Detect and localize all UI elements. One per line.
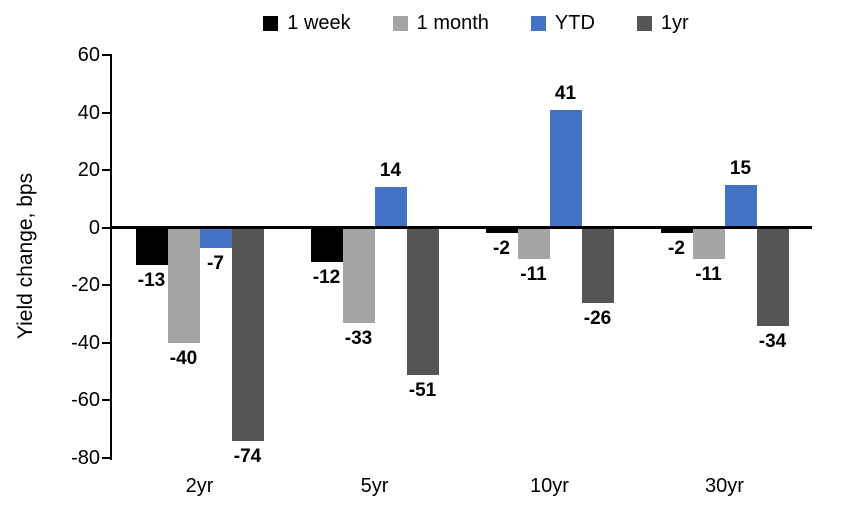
y-axis-tick (102, 226, 112, 229)
bar-value-label: -33 (344, 327, 373, 349)
bar-1yr-5yr (406, 227, 439, 375)
x-axis-category-label: 5yr (360, 475, 389, 497)
bar-value-label: -51 (408, 379, 437, 401)
bar-YTD-5yr (374, 187, 407, 228)
legend-label: 1 week (287, 12, 351, 34)
bar-value-label: 14 (379, 160, 402, 182)
bar-1-month-10yr (517, 227, 550, 260)
legend-swatch-icon (636, 15, 652, 31)
legend-label: 1yr (660, 12, 689, 34)
bar-1yr-10yr (581, 227, 614, 303)
y-axis-tick-label: -40 (71, 331, 100, 354)
bar-value-label: -2 (493, 238, 510, 260)
y-axis-tick (102, 284, 112, 287)
y-axis-tick (102, 399, 112, 402)
bar-value-label: -13 (137, 270, 166, 292)
legend-swatch-icon (263, 15, 279, 31)
bar-value-label: -7 (207, 252, 224, 274)
bar-value-label: -34 (758, 330, 787, 352)
bar-value-label: 41 (554, 82, 577, 104)
bar-1-month-30yr (692, 227, 725, 260)
y-axis-tick-label: 40 (77, 101, 100, 124)
y-axis-tick-label: 0 (88, 216, 100, 239)
bar-1-month-5yr (342, 227, 375, 323)
bar-1yr-2yr (231, 227, 264, 441)
legend-swatch-icon (530, 15, 546, 31)
legend-item-1yr: 1yr (636, 10, 689, 36)
y-axis-tick-label: -20 (71, 274, 100, 297)
legend-swatch-icon (392, 15, 408, 31)
y-axis-tick-label: -80 (71, 447, 100, 469)
x-axis-category-label: 2yr (185, 475, 214, 497)
bar-value-label: -11 (695, 264, 722, 286)
chart-legend: 1 week 1 month YTD 1yr (100, 10, 852, 36)
y-axis-tick (102, 457, 112, 459)
y-axis-line (110, 55, 112, 460)
legend-item-1-week: 1 week (263, 10, 351, 36)
bar-value-label: -74 (233, 445, 262, 467)
legend-item-YTD: YTD (530, 10, 595, 36)
bar-1-week-2yr (135, 227, 168, 266)
bar-YTD-2yr (199, 227, 232, 248)
legend-label: YTD (554, 12, 595, 34)
x-axis-category-label: 30yr (705, 475, 744, 497)
y-axis-tick (102, 54, 112, 56)
bar-1-week-30yr (660, 227, 693, 234)
zero-baseline (110, 226, 812, 230)
bar-value-label: -26 (583, 307, 612, 329)
x-axis-category-label: 10yr (530, 475, 569, 497)
bar-value-label: 15 (729, 157, 752, 179)
bar-1-week-10yr (485, 227, 518, 234)
y-axis-tick-label: 60 (77, 44, 100, 66)
y-axis-tick (102, 341, 112, 344)
bar-value-label: -40 (169, 347, 198, 369)
legend-item-1-month: 1 month (392, 10, 489, 36)
y-axis-tick (102, 169, 112, 172)
bar-value-label: -11 (520, 264, 547, 286)
y-axis-tick-label: -60 (71, 389, 100, 412)
bar-value-label: -2 (668, 238, 685, 260)
bar-value-label: -12 (312, 267, 341, 289)
bar-YTD-10yr (549, 109, 582, 228)
y-axis-title: Yield change, bps (14, 172, 37, 340)
bar-1yr-30yr (756, 227, 789, 326)
bar-1-month-2yr (167, 227, 200, 343)
y-axis-tick (102, 111, 112, 114)
legend-label: 1 month (416, 12, 489, 34)
bar-1-week-5yr (310, 227, 343, 263)
y-axis-tick-label: 20 (77, 159, 100, 182)
bar-YTD-30yr (724, 184, 757, 228)
